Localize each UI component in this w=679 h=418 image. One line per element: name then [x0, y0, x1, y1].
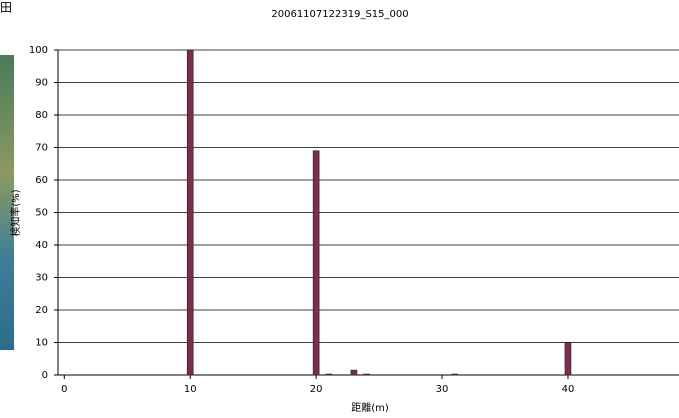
y-tick-label: 0 [42, 370, 48, 381]
fragment-text: 田 [0, 1, 12, 15]
y-tick-label: 40 [35, 240, 48, 251]
bar [325, 373, 333, 376]
y-tick-label: 100 [29, 45, 48, 56]
y-tick-label: 30 [35, 273, 48, 284]
y-tick-label: 80 [35, 110, 48, 121]
y-axis-label: 検知率(%) [9, 189, 22, 236]
bar [564, 342, 572, 376]
y-tick-label: 10 [35, 338, 48, 349]
cropped-image [0, 55, 14, 350]
chart-title: 20061107122319_S15_000 [271, 9, 408, 20]
x-tick-label: 20 [310, 384, 323, 395]
x-tick-label: 40 [562, 384, 575, 395]
bar [186, 49, 194, 376]
bar [312, 150, 320, 376]
bar [363, 373, 370, 376]
bar [350, 369, 358, 376]
y-tick-label: 50 [35, 208, 48, 219]
x-tick-label: 30 [436, 384, 449, 395]
y-tick-label: 60 [35, 175, 48, 186]
x-tick-label: 10 [184, 384, 197, 395]
x-axis-label: 距離(m) [351, 401, 389, 414]
y-tick-label: 70 [35, 143, 48, 154]
y-tick-label: 20 [35, 305, 48, 316]
bar [451, 373, 458, 376]
x-tick-label: 0 [61, 384, 67, 395]
y-tick-label: 90 [35, 78, 48, 89]
